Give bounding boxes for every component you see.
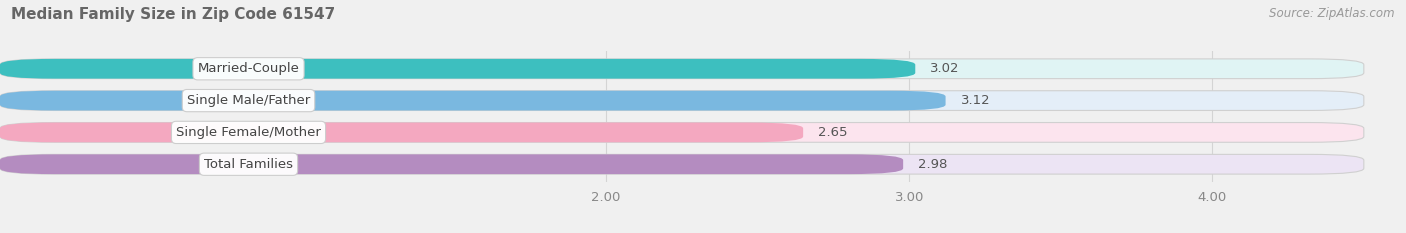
Text: Total Families: Total Families [204,158,292,171]
FancyBboxPatch shape [0,123,1364,142]
Text: Single Female/Mother: Single Female/Mother [176,126,321,139]
FancyBboxPatch shape [0,123,803,142]
FancyBboxPatch shape [0,91,1364,110]
Text: Single Male/Father: Single Male/Father [187,94,311,107]
Text: Median Family Size in Zip Code 61547: Median Family Size in Zip Code 61547 [11,7,336,22]
FancyBboxPatch shape [0,59,1364,79]
Text: 3.12: 3.12 [960,94,990,107]
FancyBboxPatch shape [0,154,903,174]
Text: 2.98: 2.98 [918,158,948,171]
Text: 2.65: 2.65 [818,126,848,139]
Text: 3.02: 3.02 [931,62,960,75]
FancyBboxPatch shape [0,91,946,110]
Text: Source: ZipAtlas.com: Source: ZipAtlas.com [1270,7,1395,20]
FancyBboxPatch shape [0,154,1364,174]
FancyBboxPatch shape [0,59,915,79]
Text: Married-Couple: Married-Couple [198,62,299,75]
